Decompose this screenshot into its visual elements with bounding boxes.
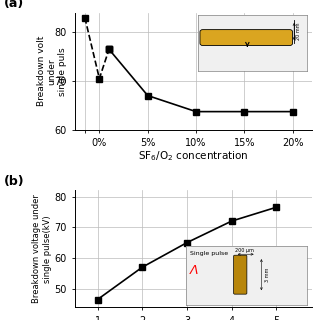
Text: (b): (b) — [4, 175, 25, 188]
X-axis label: SF$_6$/O$_2$ concentration: SF$_6$/O$_2$ concentration — [138, 149, 249, 163]
Text: (a): (a) — [4, 0, 24, 11]
Y-axis label: Breakdown volt
under
single puls: Breakdown volt under single puls — [37, 36, 67, 107]
Y-axis label: Breakdown voltage under
single pulse(kV): Breakdown voltage under single pulse(kV) — [32, 194, 52, 303]
